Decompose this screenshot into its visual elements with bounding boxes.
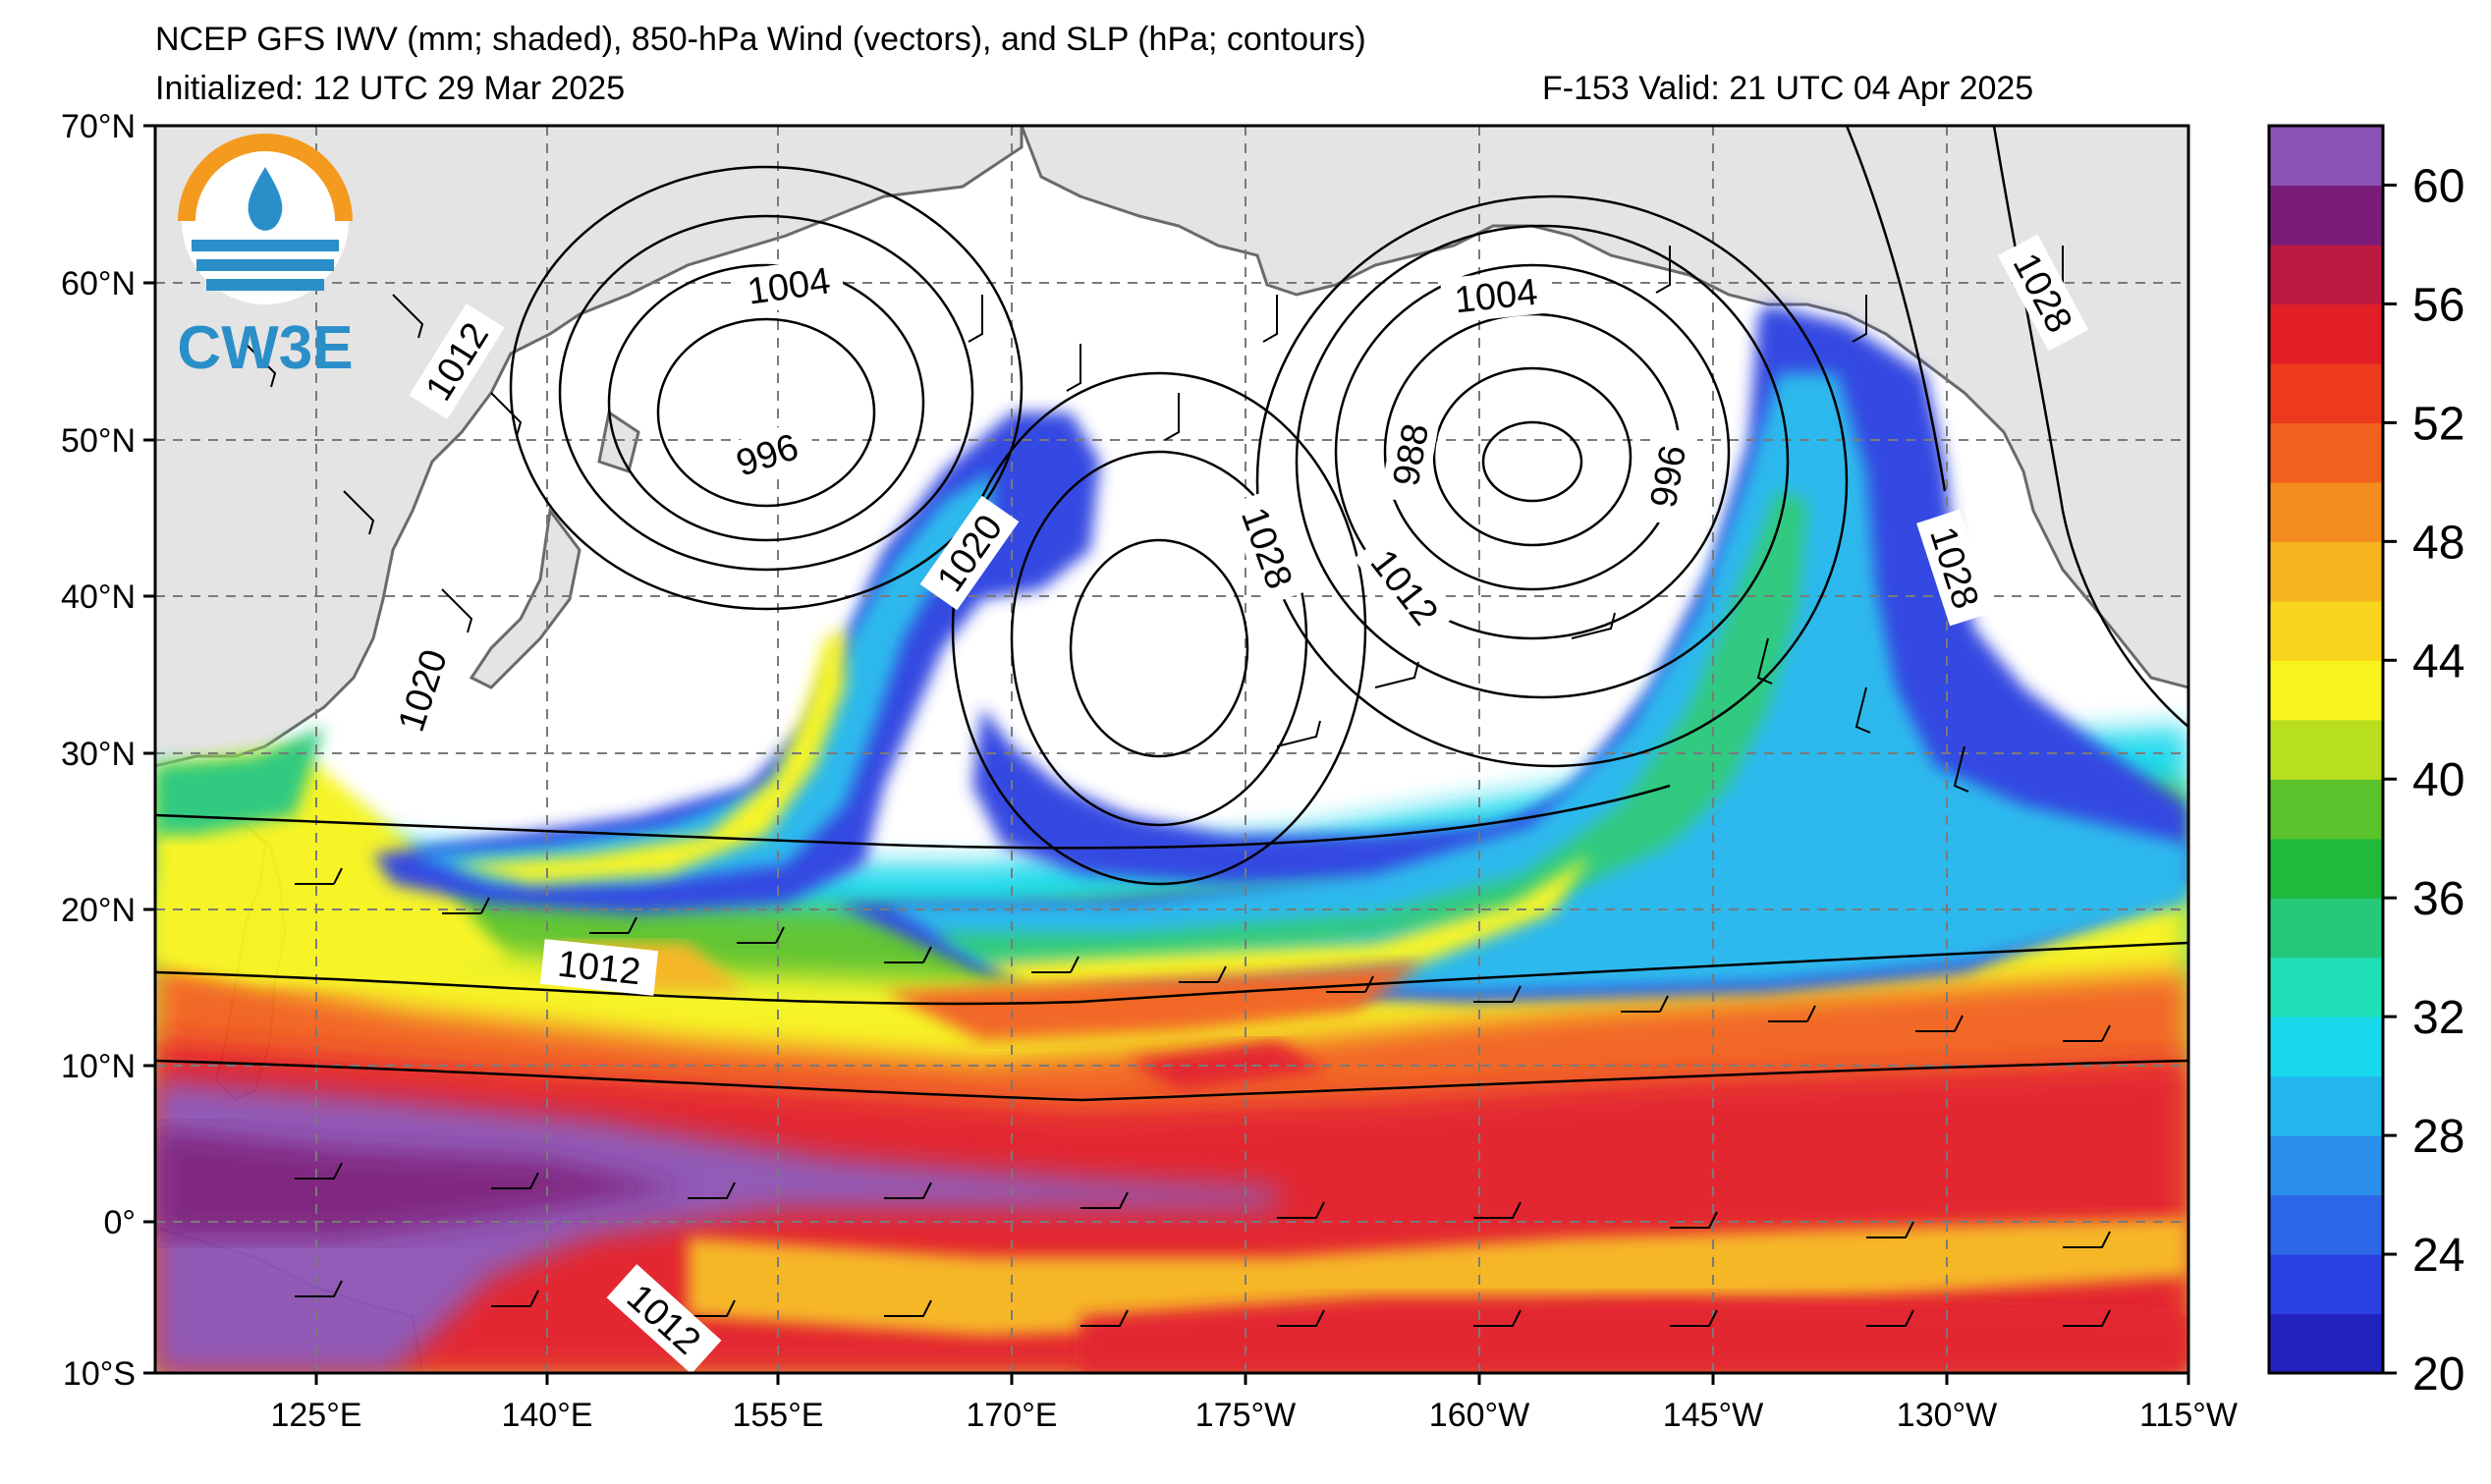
colorbar-label: 40 (2412, 754, 2464, 806)
colorbar-swatch (2269, 957, 2383, 1017)
colorbar-swatch (2269, 1254, 2383, 1315)
colorbar-label: 60 (2412, 160, 2464, 212)
colorbar-label: 32 (2412, 992, 2464, 1044)
map-title: NCEP GFS IWV (mm; shaded), 850-hPa Wind … (155, 21, 1366, 58)
colorbar-swatch (2269, 1017, 2383, 1077)
colorbar-swatch (2269, 600, 2383, 661)
lon-tick-label: 130°W (1897, 1397, 1997, 1434)
lon-tick-label: 125°E (270, 1397, 361, 1434)
colorbar-label: 52 (2412, 398, 2464, 450)
colorbar-swatch (2269, 481, 2383, 542)
contour-label: 1012 (556, 944, 642, 994)
contour-label-backgrounds (384, 234, 2089, 1373)
colorbar-swatch (2269, 898, 2383, 959)
colorbar-swatch (2269, 1135, 2383, 1196)
colorbar-swatch (2269, 362, 2383, 423)
wind-barbs (245, 246, 2111, 1327)
contour-label: 1004 (1453, 272, 1539, 322)
lat-tick-label: 60°N (61, 265, 136, 302)
colorbar: 60 56 52 48 44 40 36 32 28 24 20 (2267, 124, 2464, 1401)
colorbar-swatch (2269, 1313, 2383, 1374)
colorbar-swatches (2269, 126, 2383, 1374)
lon-tick-label: 155°E (732, 1397, 823, 1434)
colorbar-label: 44 (2412, 635, 2464, 687)
iwv-shading (155, 304, 2188, 1373)
asia-landmass (155, 126, 1024, 768)
colorbar-swatch (2269, 660, 2383, 721)
colorbar-labels: 60 56 52 48 44 40 36 32 28 24 20 (2412, 160, 2464, 1401)
colorbar-swatch (2269, 541, 2383, 602)
colorbar-label: 24 (2412, 1230, 2464, 1282)
colorbar-swatch (2269, 303, 2383, 364)
colorbar-swatch (2269, 838, 2383, 899)
lat-tick-label: 30°N (61, 736, 136, 773)
lat-tick-label: 70°N (61, 108, 136, 145)
cw3e-logo-icon: CW3E (177, 134, 354, 382)
lat-tick-label: 10°S (63, 1355, 136, 1393)
colorbar-swatch (2269, 1075, 2383, 1136)
colorbar-swatch (2269, 244, 2383, 305)
graticule (155, 126, 2188, 1373)
colorbar-label: 48 (2412, 517, 2464, 569)
lon-tick-label: 145°W (1663, 1397, 1763, 1434)
north-america-landmass (1020, 126, 2188, 689)
map-plot-area: 1004 1004 996 1012 1020 1020 1028 1012 9… (155, 126, 2188, 1373)
colorbar-swatch (2269, 422, 2383, 483)
lon-tick-label: 140°E (501, 1397, 592, 1434)
initialized-time: Initialized: 12 UTC 29 Mar 2025 (155, 70, 626, 107)
lon-tick-label: 115°W (2139, 1397, 2238, 1434)
logo-text: CW3E (177, 314, 353, 382)
lon-tick-label: 175°W (1195, 1397, 1296, 1434)
colorbar-swatch (2269, 1194, 2383, 1255)
lat-tick-label: 10°N (61, 1048, 136, 1085)
colorbar-label: 20 (2412, 1348, 2464, 1401)
valid-time: F-153 Valid: 21 UTC 04 Apr 2025 (1542, 70, 2034, 107)
colorbar-swatch (2269, 185, 2383, 246)
colorbar-ticks (2383, 183, 2397, 1375)
lat-tick-label: 20°N (61, 892, 136, 929)
colorbar-frame (2267, 124, 2385, 1375)
colorbar-label: 36 (2412, 873, 2464, 925)
lat-tick-label: 40°N (61, 578, 136, 616)
colorbar-swatch (2269, 126, 2383, 187)
lon-tick-label: 170°E (966, 1397, 1057, 1434)
latitude-axis: 70°N 60°N 50°N 40°N 30°N 20°N 10°N 0° 10… (61, 108, 155, 1393)
lat-tick-label: 50°N (61, 422, 136, 460)
colorbar-label: 28 (2412, 1111, 2464, 1163)
map-frame (153, 124, 2190, 1375)
colorbar-label: 56 (2412, 279, 2464, 331)
longitude-axis: 125°E 140°E 155°E 170°E 175°W 160°W 145°… (270, 1373, 2238, 1434)
colorbar-swatch (2269, 719, 2383, 780)
lat-tick-label: 0° (103, 1204, 136, 1241)
lon-tick-label: 160°W (1429, 1397, 1529, 1434)
colorbar-swatch (2269, 779, 2383, 840)
